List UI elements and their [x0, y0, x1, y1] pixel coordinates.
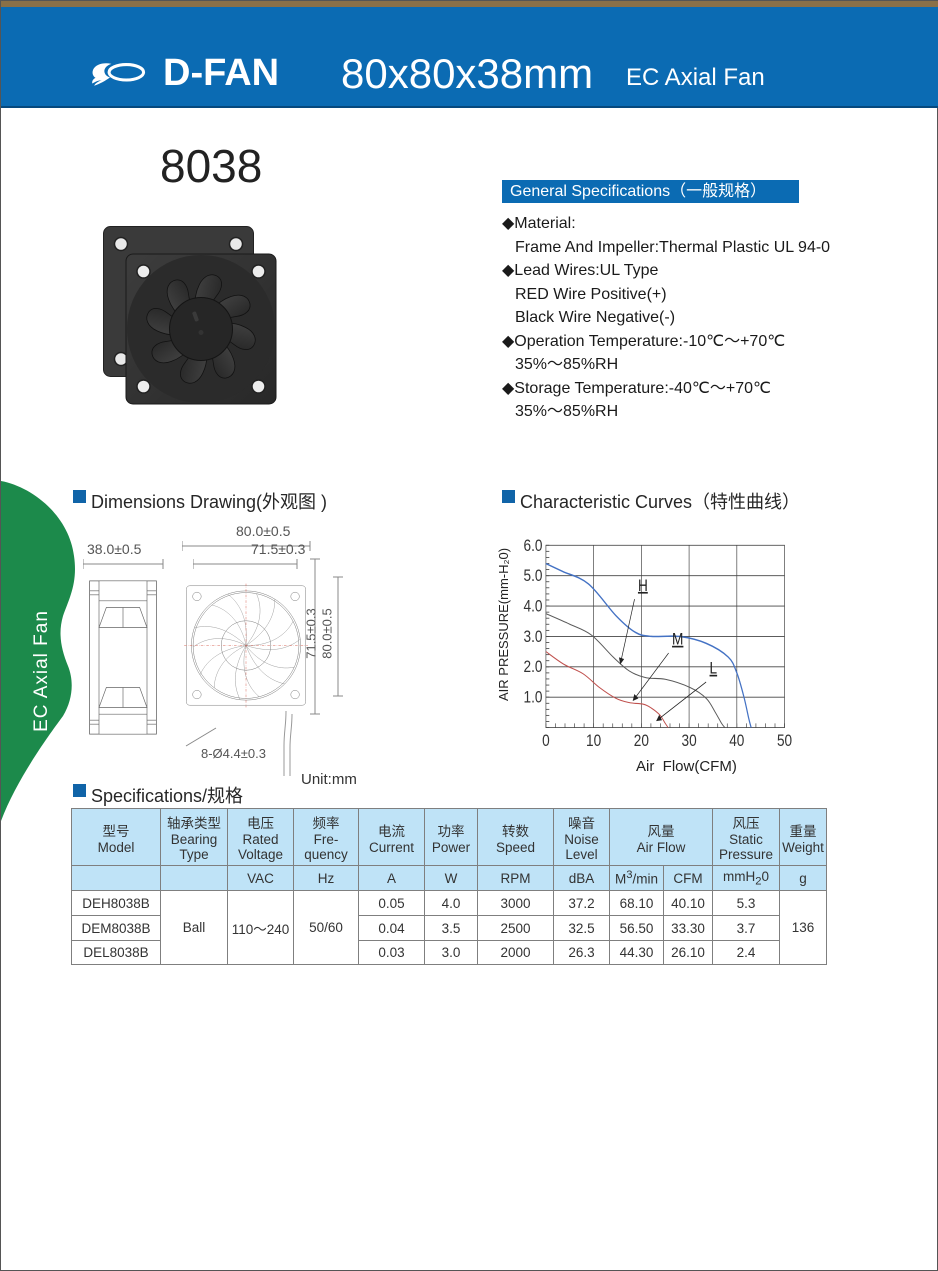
- svg-text:4.0: 4.0: [524, 597, 543, 616]
- svg-text:10: 10: [586, 732, 601, 751]
- svg-text:20: 20: [634, 732, 649, 751]
- svg-text:50: 50: [777, 732, 792, 751]
- svg-text:6.0: 6.0: [524, 537, 543, 555]
- svg-text:2.0: 2.0: [524, 658, 543, 677]
- svg-text:H: H: [638, 577, 648, 596]
- svg-text:40: 40: [729, 732, 744, 751]
- svg-text:3.0: 3.0: [524, 628, 543, 647]
- svg-text:L: L: [710, 660, 718, 679]
- svg-text:30: 30: [682, 732, 697, 751]
- svg-text:5.0: 5.0: [524, 567, 543, 586]
- svg-text:M: M: [672, 631, 683, 650]
- svg-text:1.0: 1.0: [524, 689, 543, 708]
- svg-text:0: 0: [542, 732, 550, 751]
